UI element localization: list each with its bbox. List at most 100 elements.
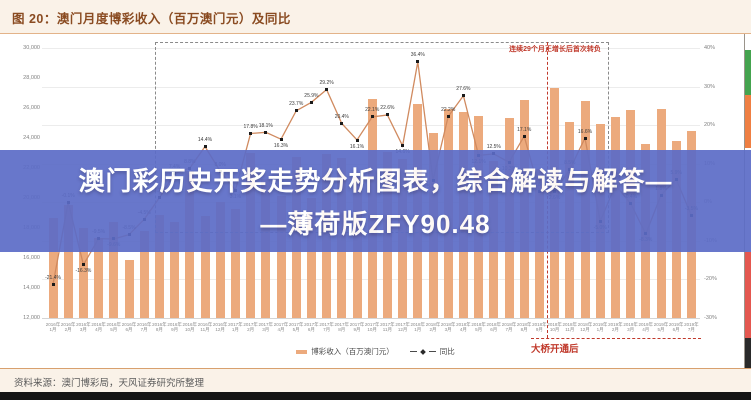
x-tick-label: 2016年 3月 [76,322,91,332]
bridge-note: 大桥开通后 [531,344,579,355]
x-tick-label: 2018年 9月 [532,322,547,332]
overlay-text-line1: 澳门彩历史开奖走势分析图表，综合解读与解答— [78,166,673,196]
x-tick-label: 2017年 5月 [288,322,304,332]
x-tick-label: 2017年 9月 [349,322,365,332]
x-tick-label: 2019年 2月 [608,322,623,332]
revenue-bar [94,237,104,318]
y-axis-left-tick: 14,000 [23,285,40,291]
title-strip [0,0,751,34]
yoy-point-label: -16.3% [75,268,92,275]
x-tick-label: 2016年 11月 [197,322,213,332]
revenue-bar [306,198,316,318]
yoy-point-label: 29.2% [319,80,334,87]
revenue-bar [154,215,164,318]
yoy-point-label: 22.6% [380,105,395,112]
x-tick-label: 2016年 6月 [121,322,137,332]
revenue-bar [215,201,225,318]
yoy-point-label: 18.1% [258,122,273,129]
y-axis-left-tick: 28,000 [23,75,40,81]
x-tick-label: 2019年 4月 [638,322,654,332]
x-tick-label: 2018年 8月 [516,322,532,332]
x-axis-line [42,318,700,319]
y-axis-right-tick: 20% [704,122,716,128]
yoy-point-label: 23.7% [289,101,304,108]
revenue-bar [78,228,88,318]
yoy-point-marker [583,136,587,140]
yoy-point-marker [309,100,313,104]
y-axis-left-tick: 16,000 [23,255,40,261]
gridline [42,48,700,49]
legend-item-revenue: 博彩收入（百万澳门元） [296,346,394,357]
yoy-point-label: 16.3% [273,142,289,149]
yoy-point-marker [249,131,253,135]
x-tick-label: 2016年 12月 [212,322,228,332]
yoy-point-label: 16.6% [577,128,593,135]
yoy-point-label: 36.4% [410,52,425,59]
x-tick-label: 2017年 6月 [304,322,319,332]
watermark-overlay: 澳门彩历史开奖走势分析图表，综合解读与解答— —薄荷版ZFY90.48 [0,150,751,252]
yoy-point-marker [355,138,359,142]
x-tick-label: 2017年 10月 [364,322,380,332]
x-tick-label: 2018年 10月 [547,322,562,332]
revenue-bar [170,221,180,318]
x-tick-label: 2018年 12月 [577,322,593,332]
yoy-point-label: 17.1% [517,126,532,133]
yoy-point-marker [203,145,207,149]
y-axis-left-tick: 26,000 [23,105,40,111]
yoy-point-marker [370,115,374,119]
x-tick-label: 2018年 11月 [562,322,578,332]
yoy-point-marker [461,94,465,98]
revenue-bar [230,209,240,318]
x-tick-label: 2019年 1月 [592,322,608,332]
yoy-point-label: 25.9% [304,92,319,99]
line-series-swatch [409,351,417,352]
growth-note: 连续29个月正增长后首次转负 [509,46,601,53]
yoy-point-marker [385,113,389,117]
x-tick-label: 2016年 9月 [167,322,182,332]
legend-item-yoy: 同比 [409,346,455,357]
yoy-point-marker [340,121,344,125]
y-axis-left-tick: 12,000 [23,315,40,321]
x-tick-label: 2017年 7月 [319,322,334,332]
revenue-bar [200,215,210,318]
yoy-point-marker [264,130,268,134]
x-tick-label: 2017年 11月 [380,322,395,332]
x-tick-label: 2016年 1月 [45,322,61,332]
x-tick-label: 2018年 4月 [456,322,471,332]
revenue-bar [276,195,286,318]
yoy-point-marker [522,134,526,138]
yoy-point-marker [401,144,405,148]
yoy-point-label: -21.4% [45,274,61,281]
x-tick-label: 2018年 1月 [410,322,426,332]
yoy-point-label: 12.5% [486,144,501,151]
x-tick-label: 2016年 4月 [91,322,106,332]
revenue-bar [124,259,134,318]
yoy-point-label: 14.4% [197,137,213,144]
yoy-point-marker [81,263,85,267]
revenue-bar [48,217,58,318]
yoy-point-marker [446,115,450,119]
x-tick-label: 2018年 5月 [471,322,486,332]
x-tick-label: 2017年 8月 [334,322,350,332]
edge-strip-green [745,50,751,95]
x-tick-label: 2016年 10月 [182,322,198,332]
x-tick-label: 2016年 7月 [136,322,152,332]
yoy-point-marker [325,88,329,92]
y-axis-right-tick: 40% [704,45,716,51]
x-tick-label: 2018年 6月 [486,322,502,332]
x-tick-label: 2016年 8月 [152,322,167,332]
bottom-black-bar [0,392,751,400]
yoy-point-label: 16.1% [349,143,365,150]
yoy-point-label: 17.8% [243,123,258,130]
yoy-point-marker [279,137,283,141]
y-axis-right-tick: -20% [704,276,717,282]
x-tick-label: 2018年 7月 [501,322,517,332]
x-tick-label: 2017年 1月 [228,322,243,332]
gridline [42,86,700,88]
revenue-bar [109,222,119,318]
yoy-point-marker [294,109,298,113]
legend-yoy-label: 同比 [439,347,455,356]
yoy-point-label: 22.1% [365,107,380,114]
x-tick-label: 2019年 5月 [653,322,669,332]
